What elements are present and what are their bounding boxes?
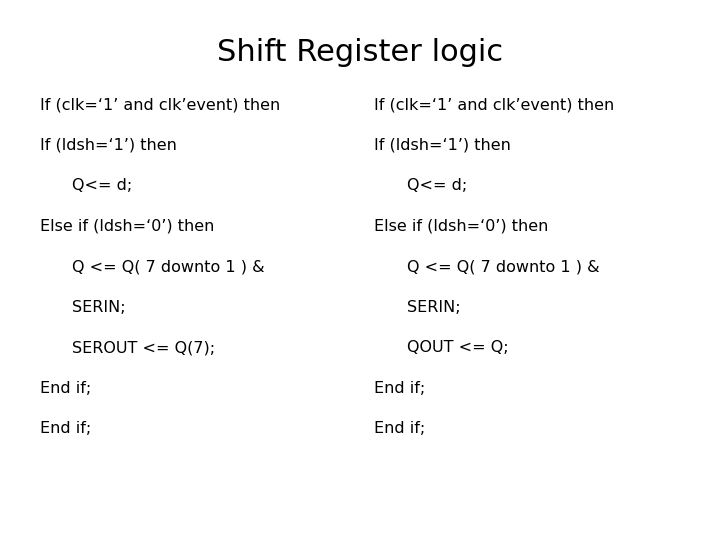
Text: Q<= d;: Q<= d; xyxy=(72,178,132,193)
Text: End if;: End if; xyxy=(40,421,91,436)
Text: SERIN;: SERIN; xyxy=(72,300,125,315)
Text: Shift Register logic: Shift Register logic xyxy=(217,38,503,67)
Text: If (ldsh=‘1’) then: If (ldsh=‘1’) then xyxy=(40,138,176,153)
Text: SEROUT <= Q(7);: SEROUT <= Q(7); xyxy=(72,340,215,355)
Text: Else if (ldsh=‘0’) then: Else if (ldsh=‘0’) then xyxy=(374,219,549,234)
Text: Q<= d;: Q<= d; xyxy=(407,178,467,193)
Text: Else if (ldsh=‘0’) then: Else if (ldsh=‘0’) then xyxy=(40,219,214,234)
Text: End if;: End if; xyxy=(40,381,91,396)
Text: QOUT <= Q;: QOUT <= Q; xyxy=(407,340,508,355)
Text: SERIN;: SERIN; xyxy=(407,300,460,315)
Text: End if;: End if; xyxy=(374,381,426,396)
Text: Q <= Q( 7 downto 1 ) &: Q <= Q( 7 downto 1 ) & xyxy=(407,259,600,274)
Text: End if;: End if; xyxy=(374,421,426,436)
Text: If (clk=‘1’ and clk’event) then: If (clk=‘1’ and clk’event) then xyxy=(40,97,280,112)
Text: If (ldsh=‘1’) then: If (ldsh=‘1’) then xyxy=(374,138,511,153)
Text: Q <= Q( 7 downto 1 ) &: Q <= Q( 7 downto 1 ) & xyxy=(72,259,265,274)
Text: If (clk=‘1’ and clk’event) then: If (clk=‘1’ and clk’event) then xyxy=(374,97,615,112)
